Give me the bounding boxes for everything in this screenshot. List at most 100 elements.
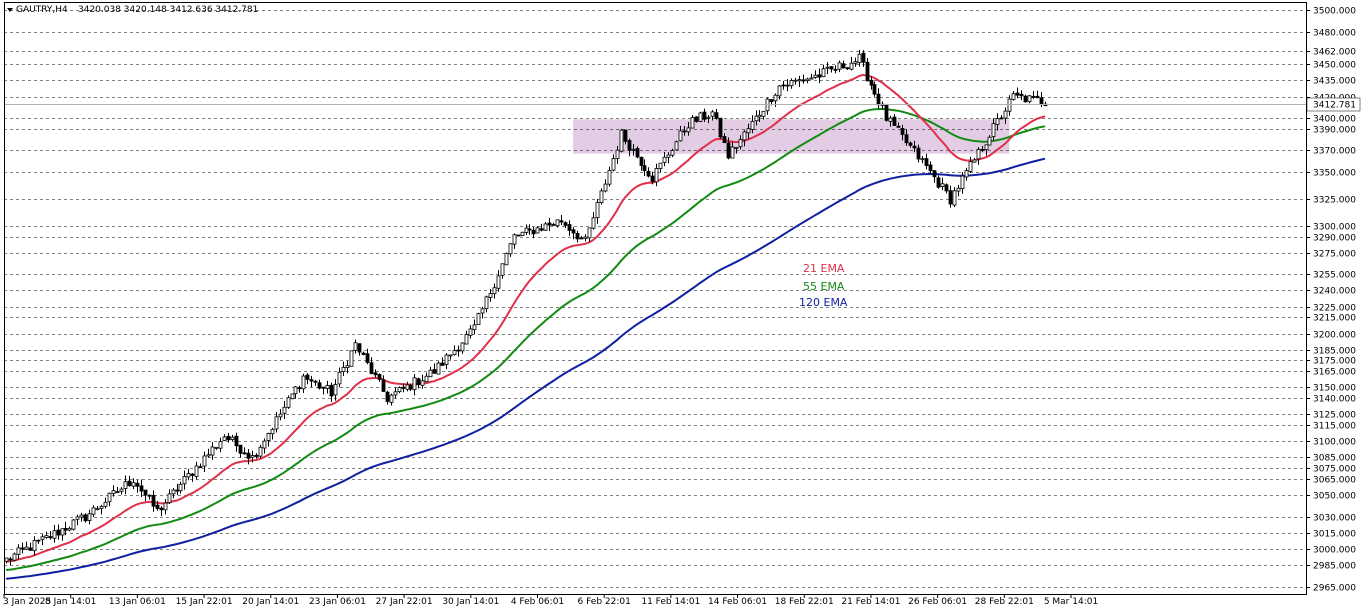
candle <box>123 475 128 495</box>
candle-body <box>746 128 751 134</box>
candle-body <box>865 61 870 82</box>
candle-body <box>408 384 413 390</box>
y-tick-label: 3225.000 <box>1313 304 1356 314</box>
candle <box>603 179 608 193</box>
candle-body <box>91 507 96 515</box>
candle-body <box>884 104 889 121</box>
candle <box>135 480 140 493</box>
y-tick-label: 3300.000 <box>1313 223 1356 233</box>
candle <box>714 108 719 120</box>
candle <box>476 312 481 325</box>
candle <box>325 380 330 394</box>
candle-body <box>337 371 342 385</box>
candle <box>182 470 187 490</box>
candle <box>87 509 92 525</box>
candle-body <box>793 79 798 82</box>
candle-body <box>36 539 41 542</box>
candle <box>849 56 854 71</box>
candle-body <box>1031 96 1036 98</box>
y-tick-label: 3240.000 <box>1313 287 1356 297</box>
candle-body <box>111 490 116 494</box>
candle-body <box>329 384 334 397</box>
current-price-box <box>1306 97 1361 112</box>
y-tick-label: 3150.000 <box>1313 384 1356 394</box>
candle-body <box>952 190 957 206</box>
candle-body <box>480 308 485 314</box>
candle-body <box>464 334 469 345</box>
candle <box>520 231 525 237</box>
candle-body <box>333 384 338 396</box>
candle <box>91 505 96 518</box>
candle <box>650 171 655 185</box>
candle <box>904 129 909 146</box>
candle-body <box>301 375 306 390</box>
candle-body <box>627 140 632 151</box>
candle <box>551 222 556 226</box>
candle <box>190 473 195 482</box>
candle-body <box>8 558 13 561</box>
candle-body <box>837 62 842 70</box>
y-tick-label: 3450.000 <box>1313 61 1356 71</box>
candle <box>1003 107 1008 124</box>
candle-body <box>773 94 778 102</box>
candle <box>341 361 346 377</box>
candle-body <box>472 324 477 330</box>
candle <box>198 463 203 469</box>
dropdown-triangle-icon[interactable] <box>7 8 13 12</box>
y-tick-label: 3075.000 <box>1313 465 1356 475</box>
candle <box>555 219 560 228</box>
candle-body <box>297 387 302 390</box>
candle-body <box>456 349 461 352</box>
candle <box>619 128 624 153</box>
candle-body <box>547 222 552 226</box>
candle-body <box>888 117 893 122</box>
candle <box>595 198 600 224</box>
candle-body <box>742 131 747 141</box>
candle-body <box>194 465 199 477</box>
candle <box>658 162 663 173</box>
candle <box>960 172 965 194</box>
candle <box>976 147 981 165</box>
candle <box>615 145 620 164</box>
candle <box>853 57 858 67</box>
candle-body <box>313 380 318 383</box>
candle <box>345 360 350 374</box>
candle <box>163 498 168 515</box>
candle-body <box>1023 95 1028 103</box>
candle-body <box>512 234 517 245</box>
candle <box>781 80 786 90</box>
candle <box>317 379 322 390</box>
candle-body <box>139 485 144 492</box>
y-tick-label: 3325.000 <box>1313 196 1356 206</box>
candle <box>381 375 386 392</box>
candle <box>369 357 374 375</box>
candle-body <box>222 436 227 441</box>
x-tick-label: 18 Feb 22:01 <box>775 597 834 607</box>
candle-body <box>32 540 37 552</box>
candle-body <box>171 489 176 495</box>
candle <box>75 514 80 526</box>
candle-body <box>535 227 540 234</box>
candle-body <box>12 553 17 561</box>
candle <box>710 110 715 121</box>
x-tick-label: 15 Jan 22:01 <box>176 597 233 607</box>
candle-body <box>48 536 53 539</box>
candle-body <box>75 516 80 520</box>
candle-body <box>353 342 358 351</box>
candle-body <box>1003 110 1008 119</box>
candle-body <box>159 507 164 511</box>
candle <box>686 121 691 136</box>
candle-body <box>389 394 394 403</box>
candle-body <box>976 149 981 160</box>
candle-body <box>527 228 532 231</box>
symbol-label: GAUTRY,H4 <box>16 5 68 15</box>
candle-body <box>857 53 862 64</box>
candle <box>309 375 314 388</box>
x-tick-label: 5 Mar 14:01 <box>1044 597 1098 607</box>
y-tick-label: 3100.000 <box>1313 438 1356 448</box>
candle-body <box>853 61 858 64</box>
candle-body <box>777 85 782 97</box>
chart-left-border <box>4 2 5 594</box>
candle <box>365 348 370 365</box>
y-tick-label: 2985.000 <box>1313 562 1356 572</box>
